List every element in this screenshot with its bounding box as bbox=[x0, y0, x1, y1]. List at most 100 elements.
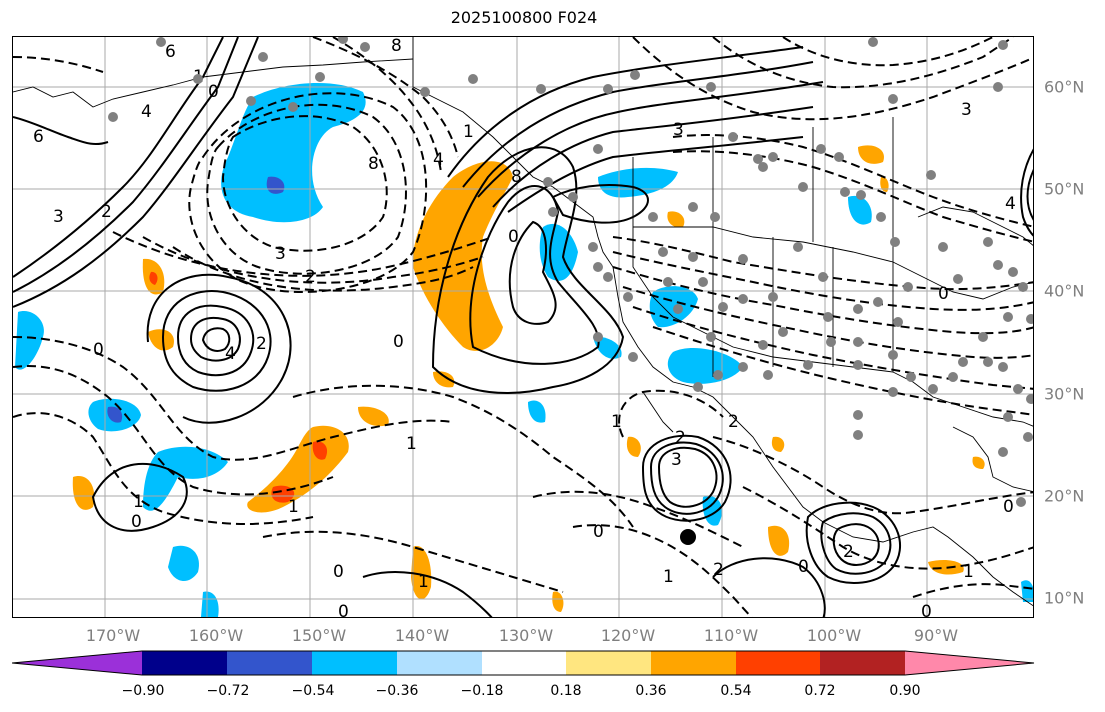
contour-label: 4 bbox=[141, 102, 152, 122]
contour-label: 1 bbox=[963, 562, 974, 582]
storm-center-marker bbox=[680, 529, 696, 545]
lat-label: 50°N bbox=[1044, 179, 1085, 199]
lat-label: 40°N bbox=[1044, 281, 1085, 301]
positive-shading bbox=[928, 560, 964, 575]
contour-label: 0 bbox=[333, 562, 344, 582]
contour-label: 0 bbox=[938, 284, 949, 304]
negative-shading bbox=[528, 400, 546, 423]
positive-shading bbox=[433, 371, 455, 388]
contour-label: 2 bbox=[256, 334, 267, 354]
colorbar-tick-label: 0.54 bbox=[720, 683, 752, 699]
contour-label: 1 bbox=[611, 412, 622, 432]
contour-label: 0 bbox=[921, 602, 932, 618]
contour-label: 3 bbox=[671, 450, 682, 470]
colorbar-swatch bbox=[12, 651, 142, 675]
colorbar-swatch bbox=[905, 651, 1034, 675]
contour-label: 4 bbox=[1005, 194, 1016, 214]
colorbar-swatch bbox=[820, 651, 905, 675]
contour-label: 0 bbox=[208, 82, 219, 102]
positive-shading bbox=[880, 176, 889, 192]
contour-label: 1 bbox=[406, 434, 417, 454]
colorbar-swatch bbox=[736, 651, 820, 675]
lon-label: 150°W bbox=[291, 626, 347, 645]
shading-layer bbox=[15, 82, 1033, 617]
lat-label: 60°N bbox=[1044, 77, 1085, 97]
lat-label: 20°N bbox=[1044, 486, 1085, 506]
contour-label: 1 bbox=[463, 122, 474, 142]
colorbar-tick-label: −0.18 bbox=[460, 683, 504, 699]
positive-shading bbox=[411, 546, 432, 600]
negative-shading bbox=[168, 545, 199, 582]
contour-label: 6 bbox=[165, 42, 176, 62]
contours bbox=[13, 37, 1033, 617]
colorbar-swatch bbox=[482, 651, 566, 675]
negative-shading bbox=[107, 406, 123, 423]
colorbar-swatch bbox=[227, 651, 312, 675]
positive-shading bbox=[72, 476, 95, 510]
positive-shading bbox=[972, 456, 985, 469]
contour-label: 3 bbox=[275, 244, 286, 264]
positive-shading bbox=[312, 441, 328, 460]
contour-label: 8 bbox=[391, 37, 402, 56]
colorbar-tick-label: −0.72 bbox=[206, 683, 250, 699]
positive-shading bbox=[858, 145, 884, 164]
graticule bbox=[13, 37, 1033, 617]
colorbar-tick-label: 0.36 bbox=[635, 683, 667, 699]
colorbar-tick-label: −0.54 bbox=[291, 683, 335, 699]
contour-label: 6 bbox=[33, 127, 44, 147]
contour-label: 0 bbox=[131, 512, 142, 532]
negative-shading bbox=[593, 336, 622, 359]
contour-label: 1 bbox=[288, 497, 299, 517]
positive-shading bbox=[149, 271, 158, 285]
colorbar-swatch bbox=[651, 651, 736, 675]
contour-label: 4 bbox=[225, 344, 236, 364]
contour-labels: 8 6 4 6 3 2 1 0 8 3 2 0 4 8 0 1 0 2 4 3 … bbox=[33, 37, 1016, 618]
positive-shading bbox=[626, 436, 641, 457]
contour-label: 2 bbox=[305, 267, 316, 287]
contour-label: 0 bbox=[338, 602, 349, 618]
lat-label: 30°N bbox=[1044, 384, 1085, 404]
map-title: 2025100800 F024 bbox=[450, 8, 598, 27]
lon-label: 130°W bbox=[498, 626, 554, 645]
contour-label: 2 bbox=[713, 560, 724, 580]
positive-shading bbox=[412, 161, 513, 351]
lon-label: 100°W bbox=[806, 626, 862, 645]
contour-label: 0 bbox=[393, 332, 404, 352]
contour-label: 1 bbox=[133, 492, 144, 512]
lon-label: 110°W bbox=[703, 626, 759, 645]
colorbar-tick-label: 0.90 bbox=[889, 683, 921, 699]
positive-shading bbox=[771, 436, 785, 452]
negative-shading bbox=[848, 195, 872, 225]
lon-label: 90°W bbox=[913, 626, 959, 645]
contour-label: 2 bbox=[728, 412, 739, 432]
positive-shading bbox=[358, 406, 389, 427]
contour-label: 8 bbox=[368, 154, 379, 174]
contour-label: 3 bbox=[673, 120, 684, 140]
positive-shading bbox=[667, 211, 685, 228]
dashed-contours bbox=[13, 37, 1033, 617]
negative-shading bbox=[598, 167, 678, 198]
negative-shading bbox=[15, 311, 44, 370]
colorbar-swatch bbox=[142, 651, 227, 675]
lon-label: 140°W bbox=[394, 626, 450, 645]
contour-label: 0 bbox=[508, 227, 519, 247]
map-panel[interactable]: 8 6 4 6 3 2 1 0 8 3 2 0 4 8 0 1 0 2 4 3 … bbox=[12, 36, 1034, 618]
colorbar-tick-label: 0.18 bbox=[550, 683, 582, 699]
lon-label: 120°W bbox=[600, 626, 656, 645]
colorbar-swatch bbox=[566, 651, 651, 675]
contour-label: 2 bbox=[675, 428, 686, 448]
contour-label: 0 bbox=[593, 522, 604, 542]
negative-shading bbox=[667, 347, 743, 384]
positive-shading bbox=[552, 591, 564, 612]
colorbar-tick-label: 0.72 bbox=[804, 683, 836, 699]
contour-label: 1 bbox=[418, 572, 429, 592]
contour-label: 2 bbox=[101, 202, 112, 222]
map-canvas: 8 6 4 6 3 2 1 0 8 3 2 0 4 8 0 1 0 2 4 3 … bbox=[13, 37, 1033, 618]
contour-label: 2 bbox=[843, 542, 854, 562]
contour-label: 0 bbox=[1003, 497, 1014, 517]
contour-label: 4 bbox=[433, 150, 444, 170]
lon-label: 170°W bbox=[85, 626, 141, 645]
colorbar bbox=[12, 650, 1035, 676]
lon-label: 160°W bbox=[188, 626, 244, 645]
contour-label: 1 bbox=[663, 567, 674, 587]
